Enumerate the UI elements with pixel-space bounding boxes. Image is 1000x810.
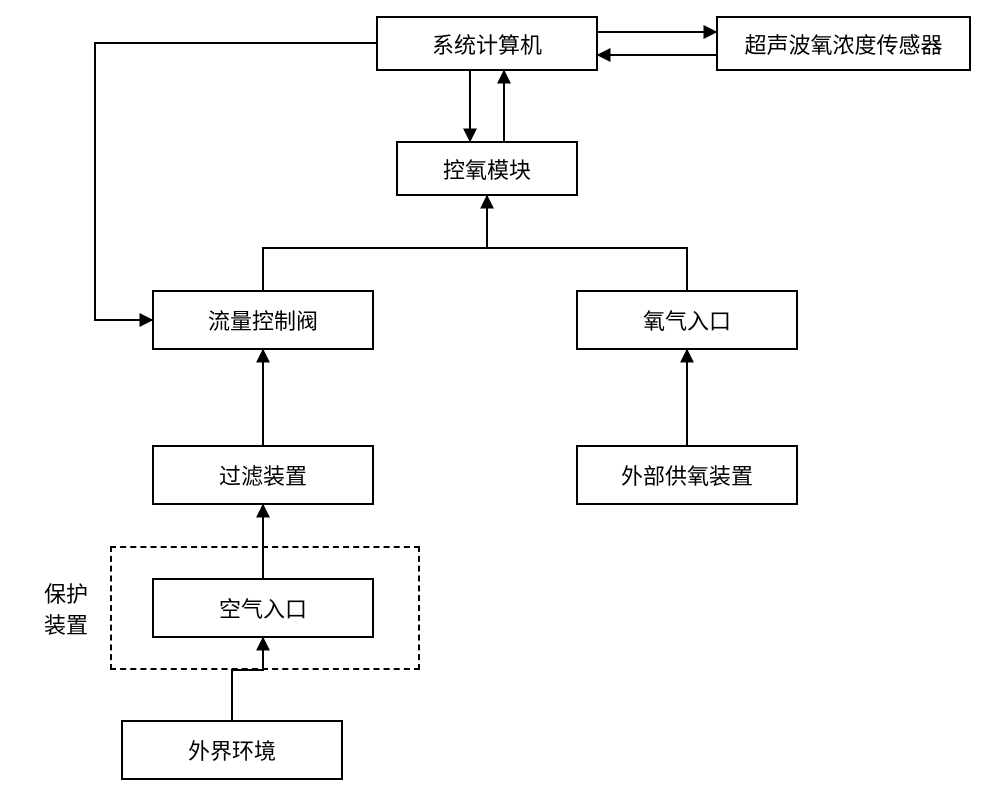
node-o2-inlet: 氧气入口 bbox=[576, 290, 798, 350]
node-label: 系统计算机 bbox=[432, 28, 542, 60]
node-label: 过滤装置 bbox=[219, 459, 307, 491]
node-environment: 外界环境 bbox=[121, 720, 343, 780]
node-label: 空气入口 bbox=[219, 592, 307, 624]
edge bbox=[263, 196, 487, 290]
flowchart-diagram: 保护 装置 系统计算机 超声波氧浓度传感器 控氧模块 流量控制阀 氧气入口 过滤… bbox=[0, 0, 1000, 810]
node-label: 外界环境 bbox=[188, 734, 276, 766]
edge bbox=[487, 248, 687, 290]
node-air-inlet: 空气入口 bbox=[152, 578, 374, 638]
node-external-o2-supply: 外部供氧装置 bbox=[576, 445, 798, 505]
node-filter-device: 过滤装置 bbox=[152, 445, 374, 505]
node-system-computer: 系统计算机 bbox=[376, 16, 598, 71]
node-label: 外部供氧装置 bbox=[621, 459, 753, 491]
edges-layer bbox=[0, 0, 1000, 810]
edge bbox=[95, 43, 376, 320]
node-label: 超声波氧浓度传感器 bbox=[744, 28, 942, 60]
node-o2-control-module: 控氧模块 bbox=[396, 141, 578, 196]
node-label: 流量控制阀 bbox=[208, 304, 318, 336]
group-protection-label: 保护 装置 bbox=[44, 580, 88, 642]
node-flow-control-valve: 流量控制阀 bbox=[152, 290, 374, 350]
node-ultrasonic-o2-sensor: 超声波氧浓度传感器 bbox=[716, 16, 971, 71]
node-label: 氧气入口 bbox=[643, 304, 731, 336]
node-label: 控氧模块 bbox=[443, 153, 531, 185]
